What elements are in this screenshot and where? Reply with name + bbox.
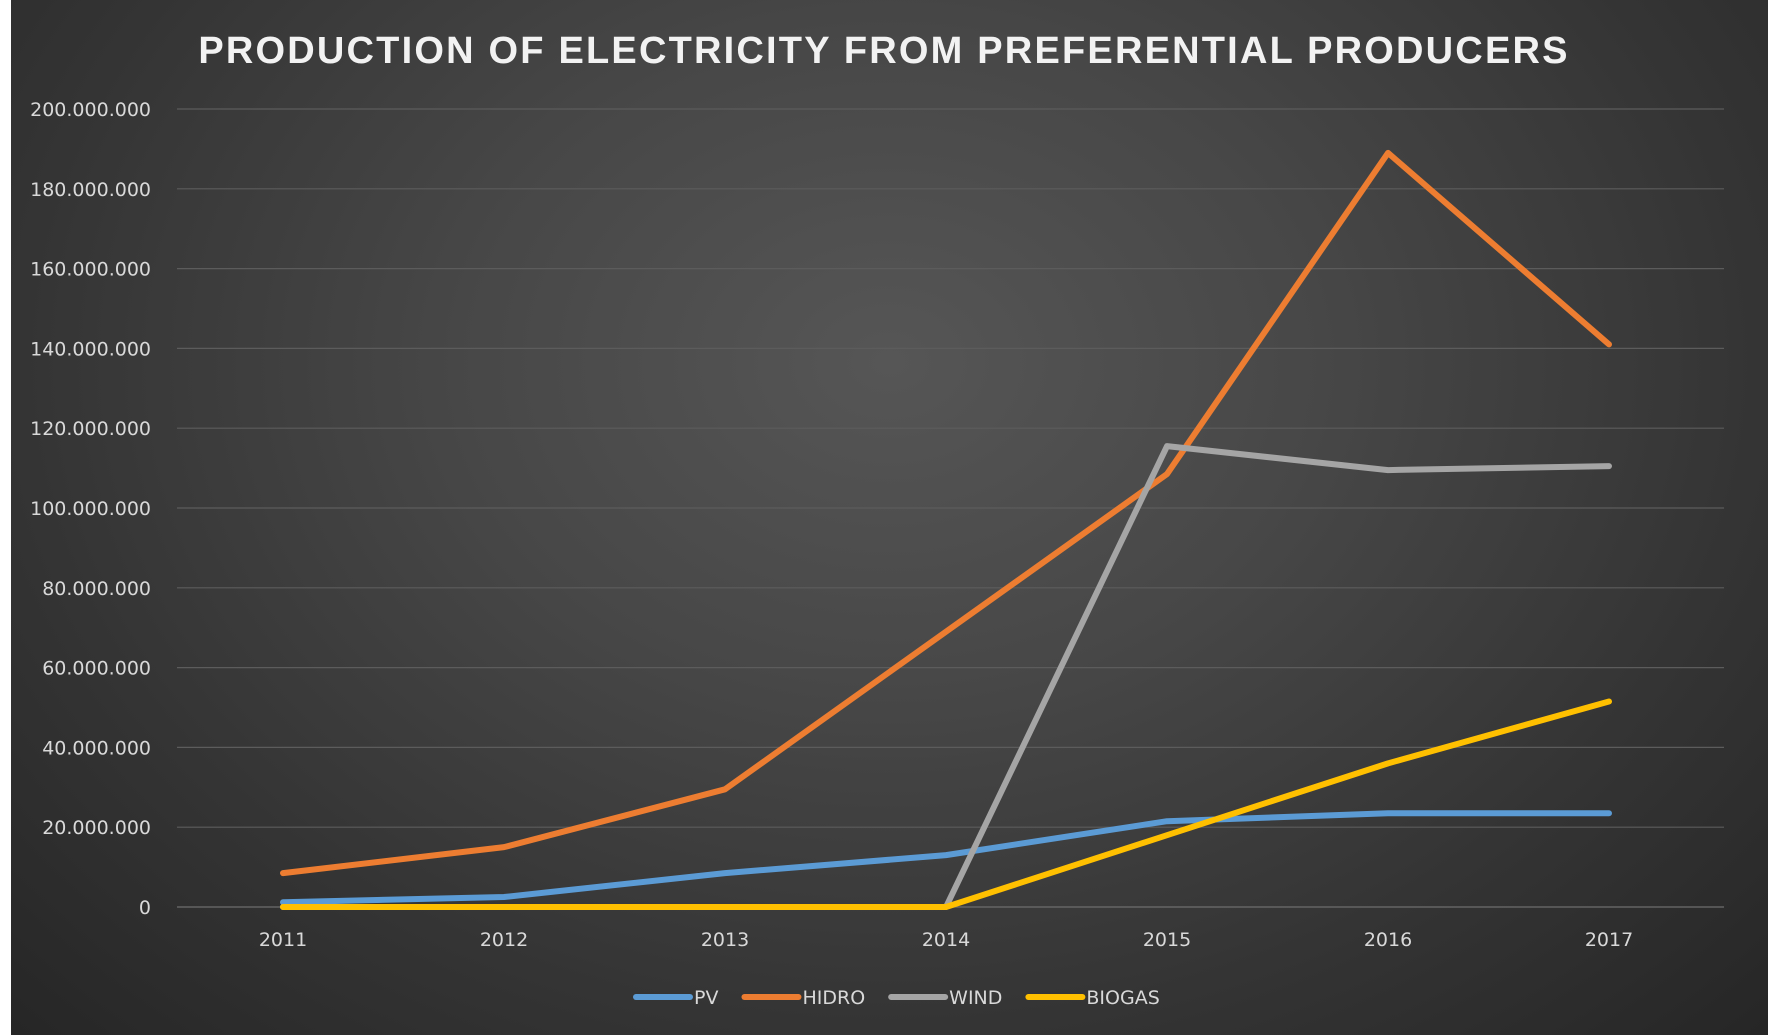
series-line-hidro bbox=[280, 149, 1612, 877]
y-tick-label: 60.000.000 bbox=[42, 658, 151, 680]
legend-label: BIOGAS bbox=[1086, 987, 1159, 1009]
series-line-wind bbox=[280, 443, 1612, 910]
x-tick-label: 2014 bbox=[922, 929, 970, 951]
y-axis-tick-labels: 0 20.000.000 40.000.000 60.000.000 80.000.00… bbox=[30, 99, 151, 919]
legend-item-pv: PV bbox=[633, 987, 718, 1009]
x-axis-tick-labels: 2011 2012 2013 2014 2015 2016 2017 bbox=[259, 929, 1633, 951]
legend-item-hidro: HIDRO bbox=[741, 987, 865, 1009]
x-tick-label: 2012 bbox=[480, 929, 528, 951]
y-tick-label: 80.000.000 bbox=[42, 578, 151, 600]
y-tick-label: 100.000.000 bbox=[30, 498, 151, 520]
legend-label: HIDRO bbox=[802, 987, 865, 1009]
legend-label: PV bbox=[694, 987, 718, 1009]
y-tick-label: 120.000.000 bbox=[30, 418, 151, 440]
line-chart: PRODUCTION OF ELECTRICITY FROM PREFERENT… bbox=[30, 30, 1724, 1009]
series-line-pv bbox=[280, 810, 1612, 906]
x-tick-label: 2013 bbox=[701, 929, 749, 951]
legend-item-wind: WIND bbox=[888, 987, 1002, 1009]
x-tick-label: 2011 bbox=[259, 929, 307, 951]
y-tick-label: 20.000.000 bbox=[42, 817, 151, 839]
chart-title: PRODUCTION OF ELECTRICITY FROM PREFERENT… bbox=[198, 30, 1569, 72]
y-tick-label: 40.000.000 bbox=[42, 737, 151, 759]
x-tick-label: 2015 bbox=[1143, 929, 1191, 951]
legend-item-biogas: BIOGAS bbox=[1025, 987, 1160, 1009]
y-tick-label: 0 bbox=[139, 897, 151, 919]
y-tick-label: 140.000.000 bbox=[30, 338, 151, 360]
y-tick-label: 200.000.000 bbox=[30, 99, 151, 121]
gridlines bbox=[177, 108, 1724, 908]
y-tick-label: 160.000.000 bbox=[30, 259, 151, 281]
series-line-biogas bbox=[280, 698, 1612, 910]
x-tick-label: 2017 bbox=[1585, 929, 1633, 951]
y-tick-label: 180.000.000 bbox=[30, 179, 151, 201]
x-tick-label: 2016 bbox=[1364, 929, 1412, 951]
series-lines bbox=[280, 149, 1612, 910]
legend-label: WIND bbox=[949, 987, 1002, 1009]
chart-area: PRODUCTION OF ELECTRICITY FROM PREFERENT… bbox=[11, 0, 1768, 1035]
legend: PV HIDRO WIND BIOGAS bbox=[633, 987, 1160, 1009]
